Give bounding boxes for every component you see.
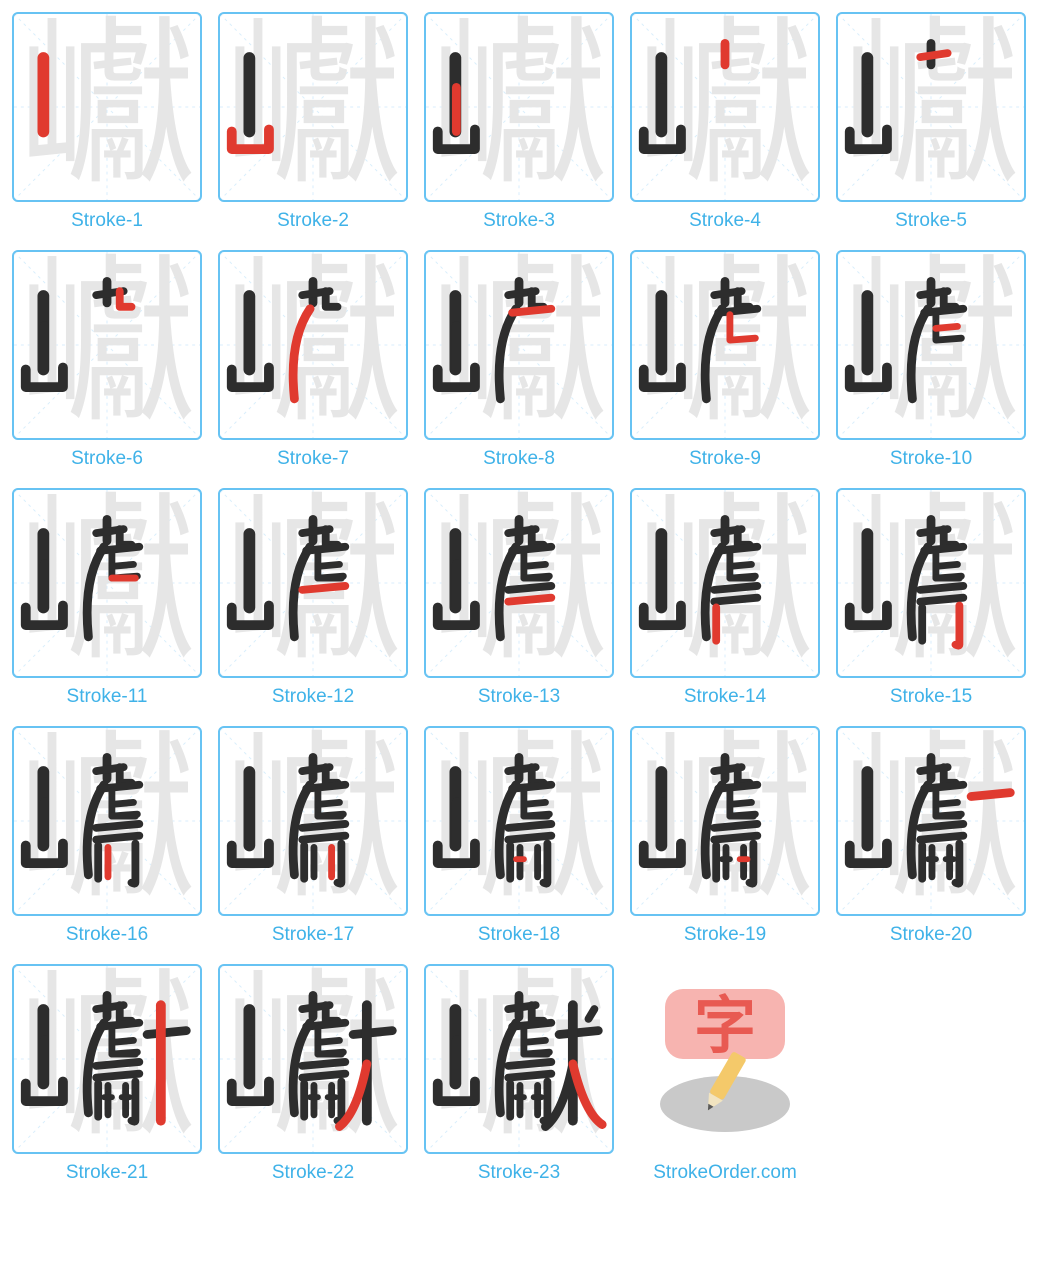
- stroke-tile-1: 巘: [12, 12, 202, 202]
- stroke-tile-22: 巘: [218, 964, 408, 1154]
- stroke-cell-21: 巘 Stroke-21: [12, 964, 202, 1184]
- stroke-cell-10: 巘 Stroke-10: [836, 250, 1026, 470]
- stroke-cell-7: 巘 Stroke-7: [218, 250, 408, 470]
- stroke-tile-3: 巘: [424, 12, 614, 202]
- stroke-caption-17: Stroke-17: [272, 924, 354, 946]
- stroke-layer: [426, 252, 612, 438]
- stroke-layer: [838, 14, 1024, 200]
- stroke-cell-13: 巘 Stroke-13: [424, 488, 614, 708]
- stroke-tile-7: 巘: [218, 250, 408, 440]
- stroke-tile-13: 巘: [424, 488, 614, 678]
- stroke-layer: [632, 252, 818, 438]
- stroke-tile-10: 巘: [836, 250, 1026, 440]
- stroke-layer: [426, 966, 612, 1152]
- stroke-layer: [14, 966, 200, 1152]
- stroke-cell-12: 巘 Stroke-12: [218, 488, 408, 708]
- stroke-cell-5: 巘 Stroke-5: [836, 12, 1026, 232]
- stroke-caption-3: Stroke-3: [483, 210, 555, 232]
- stroke-cell-16: 巘 Stroke-16: [12, 726, 202, 946]
- stroke-layer: [220, 252, 406, 438]
- stroke-caption-18: Stroke-18: [478, 924, 560, 946]
- stroke-layer: [426, 14, 612, 200]
- stroke-tile-6: 巘: [12, 250, 202, 440]
- stroke-cell-2: 巘 Stroke-2: [218, 12, 408, 232]
- stroke-caption-15: Stroke-15: [890, 686, 972, 708]
- stroke-tile-20: 巘: [836, 726, 1026, 916]
- stroke-cell-18: 巘 Stroke-18: [424, 726, 614, 946]
- stroke-tile-16: 巘: [12, 726, 202, 916]
- stroke-caption-23: Stroke-23: [478, 1162, 560, 1184]
- stroke-caption-6: Stroke-6: [71, 448, 143, 470]
- stroke-caption-9: Stroke-9: [689, 448, 761, 470]
- stroke-caption-14: Stroke-14: [684, 686, 766, 708]
- stroke-caption-5: Stroke-5: [895, 210, 967, 232]
- stroke-cell-23: 巘 Stroke-23: [424, 964, 614, 1184]
- stroke-caption-7: Stroke-7: [277, 448, 349, 470]
- stroke-caption-10: Stroke-10: [890, 448, 972, 470]
- stroke-layer: [220, 728, 406, 914]
- stroke-layer: [632, 490, 818, 676]
- stroke-tile-2: 巘: [218, 12, 408, 202]
- stroke-layer: [838, 252, 1024, 438]
- stroke-tile-14: 巘: [630, 488, 820, 678]
- stroke-caption-20: Stroke-20: [890, 924, 972, 946]
- stroke-layer: [14, 490, 200, 676]
- stroke-tile-9: 巘: [630, 250, 820, 440]
- stroke-caption-21: Stroke-21: [66, 1162, 148, 1184]
- stroke-tile-8: 巘: [424, 250, 614, 440]
- stroke-tile-17: 巘: [218, 726, 408, 916]
- logo-cell: 字 StrokeOrder.com: [630, 964, 820, 1184]
- stroke-layer: [14, 14, 200, 200]
- stroke-cell-9: 巘 Stroke-9: [630, 250, 820, 470]
- stroke-tile-5: 巘: [836, 12, 1026, 202]
- stroke-cell-11: 巘 Stroke-11: [12, 488, 202, 708]
- stroke-tile-18: 巘: [424, 726, 614, 916]
- stroke-layer: [426, 728, 612, 914]
- stroke-layer: [838, 728, 1024, 914]
- logo-tile: 字: [630, 964, 820, 1154]
- stroke-cell-20: 巘 Stroke-20: [836, 726, 1026, 946]
- stroke-layer: [632, 14, 818, 200]
- stroke-tile-4: 巘: [630, 12, 820, 202]
- stroke-layer: [838, 490, 1024, 676]
- stroke-cell-19: 巘 Stroke-19: [630, 726, 820, 946]
- stroke-cell-22: 巘 Stroke-22: [218, 964, 408, 1184]
- stroke-caption-16: Stroke-16: [66, 924, 148, 946]
- stroke-caption-19: Stroke-19: [684, 924, 766, 946]
- stroke-layer: [220, 490, 406, 676]
- stroke-caption-8: Stroke-8: [483, 448, 555, 470]
- stroke-cell-14: 巘 Stroke-14: [630, 488, 820, 708]
- stroke-cell-6: 巘 Stroke-6: [12, 250, 202, 470]
- footer-label: StrokeOrder.com: [653, 1162, 797, 1184]
- stroke-cell-1: 巘 Stroke-1: [12, 12, 202, 232]
- stroke-cell-4: 巘 Stroke-4: [630, 12, 820, 232]
- svg-text:字: 字: [694, 992, 756, 1061]
- stroke-caption-1: Stroke-1: [71, 210, 143, 232]
- stroke-caption-22: Stroke-22: [272, 1162, 354, 1184]
- stroke-tile-19: 巘: [630, 726, 820, 916]
- stroke-cell-15: 巘 Stroke-15: [836, 488, 1026, 708]
- stroke-caption-12: Stroke-12: [272, 686, 354, 708]
- stroke-tile-23: 巘: [424, 964, 614, 1154]
- stroke-tile-11: 巘: [12, 488, 202, 678]
- stroke-caption-11: Stroke-11: [67, 686, 148, 708]
- stroke-layer: [632, 728, 818, 914]
- stroke-caption-2: Stroke-2: [277, 210, 349, 232]
- stroke-tile-12: 巘: [218, 488, 408, 678]
- stroke-caption-4: Stroke-4: [689, 210, 761, 232]
- stroke-tile-15: 巘: [836, 488, 1026, 678]
- logo-icon: 字: [645, 979, 805, 1139]
- stroke-caption-13: Stroke-13: [478, 686, 560, 708]
- stroke-tile-21: 巘: [12, 964, 202, 1154]
- stroke-layer: [14, 728, 200, 914]
- stroke-layer: [14, 252, 200, 438]
- stroke-order-grid: 巘Stroke-1 巘Stroke-2 巘Stroke-3 巘Stroke-4 …: [12, 12, 1038, 1184]
- stroke-layer: [426, 490, 612, 676]
- stroke-layer: [220, 14, 406, 200]
- stroke-layer: [220, 966, 406, 1152]
- stroke-cell-17: 巘 Stroke-17: [218, 726, 408, 946]
- stroke-cell-8: 巘 Stroke-8: [424, 250, 614, 470]
- stroke-cell-3: 巘 Stroke-3: [424, 12, 614, 232]
